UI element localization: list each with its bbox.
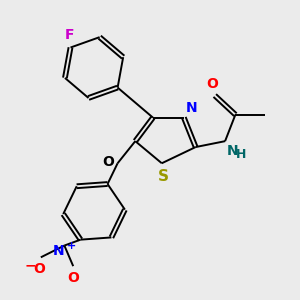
Text: +: + xyxy=(67,241,76,251)
Text: −: − xyxy=(25,259,36,273)
Text: N: N xyxy=(226,144,238,158)
Text: O: O xyxy=(102,155,114,169)
Text: H: H xyxy=(236,148,247,160)
Text: F: F xyxy=(64,28,74,42)
Text: N: N xyxy=(53,244,64,258)
Text: O: O xyxy=(206,77,218,91)
Text: N: N xyxy=(185,101,197,115)
Text: S: S xyxy=(158,169,169,184)
Text: O: O xyxy=(33,262,45,276)
Text: O: O xyxy=(67,271,79,285)
